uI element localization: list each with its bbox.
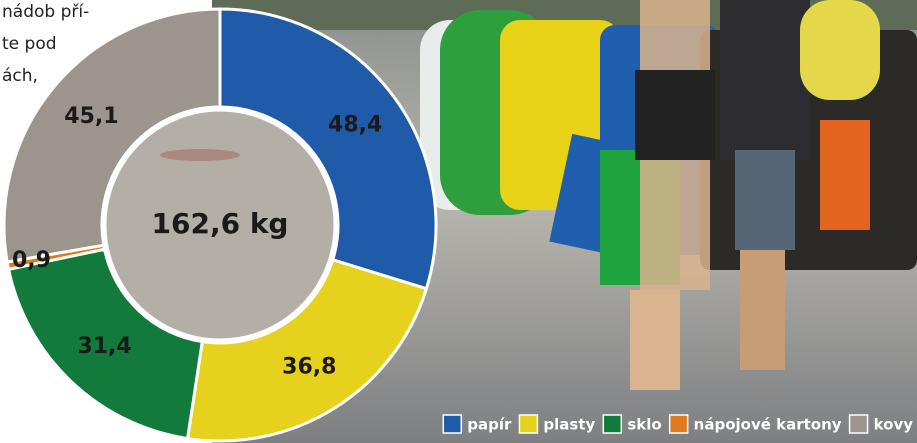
- center-label: 162,6 kg: [152, 207, 289, 240]
- page: nádob pří- te pod ách, 48,4 36,8 31,4 0,9 45…: [0, 0, 917, 443]
- legend-label: papír: [467, 416, 512, 434]
- value-label: 36,8: [282, 354, 336, 379]
- legend-swatch: [519, 415, 537, 433]
- legend-swatch: [603, 415, 621, 433]
- legend-swatch: [670, 415, 688, 433]
- legend-label: nápojové kartony: [694, 416, 842, 434]
- legend-label: kovy: [874, 416, 914, 434]
- value-label: 31,4: [77, 334, 131, 359]
- annotation-line: te pod: [2, 34, 57, 54]
- hole-spot: [160, 149, 240, 161]
- legend-label: sklo: [627, 416, 661, 434]
- legend-swatch: [850, 415, 868, 433]
- value-label: 48,4: [328, 112, 382, 137]
- legend-swatch: [443, 415, 461, 433]
- value-label: 45,1: [64, 104, 118, 129]
- legend-label: plasty: [543, 416, 595, 434]
- annotation-line: ách,: [2, 66, 38, 86]
- value-label: 0,9: [12, 248, 51, 273]
- annotation-line: nádob pří-: [2, 2, 89, 22]
